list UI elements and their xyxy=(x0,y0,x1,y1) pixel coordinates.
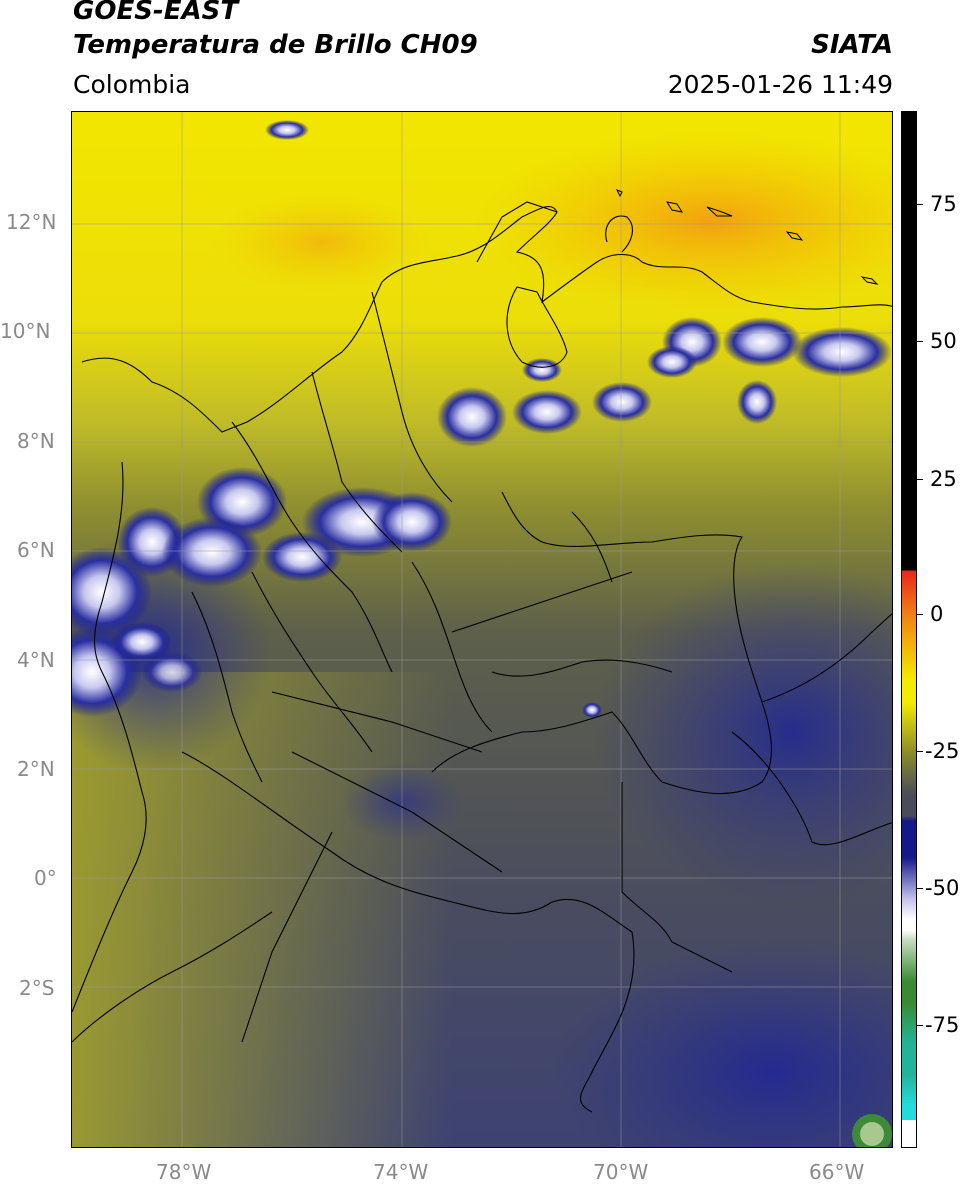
colorbar xyxy=(901,111,917,1148)
lat-label: 12°N xyxy=(6,210,57,234)
warm-region-north xyxy=(212,192,432,292)
warm-region-caribbean xyxy=(472,132,892,312)
graticule xyxy=(72,112,892,1147)
brightness-temperature-map xyxy=(72,112,892,1147)
lat-label: 2°S xyxy=(19,976,55,1000)
lon-label: 70°W xyxy=(593,1160,649,1184)
colorbar-label: 75 xyxy=(930,192,957,216)
convective-clouds xyxy=(72,120,892,1147)
colorbar-label: 25 xyxy=(930,467,957,491)
colorbar-label: 50 xyxy=(930,329,957,353)
lat-label: 8°N xyxy=(17,429,55,453)
coastlines-borders xyxy=(72,201,892,1113)
colorbar-label: -75 xyxy=(925,1013,960,1037)
islands xyxy=(615,189,879,285)
lon-label: 66°W xyxy=(809,1160,865,1184)
map-panel xyxy=(71,111,893,1148)
colorbar-label: -25 xyxy=(925,739,960,763)
lat-label: 2°N xyxy=(17,757,55,781)
source-label: SIATA xyxy=(811,30,893,60)
colorbar-label: -50 xyxy=(925,876,960,900)
lat-label: 10°N xyxy=(0,319,51,343)
lon-label: 74°W xyxy=(373,1160,429,1184)
lat-label: 6°N xyxy=(17,538,55,562)
cold-region-south xyxy=(552,942,892,1147)
satellite-title: GOES-EAST xyxy=(73,0,239,26)
lat-label: 4°N xyxy=(17,648,55,672)
product-title: Temperatura de Brillo CH09 xyxy=(73,30,478,60)
cold-region-east xyxy=(592,562,892,902)
datetime-label: 2025-01-26 11:49 xyxy=(667,70,893,99)
lat-label: 0° xyxy=(34,866,57,890)
lon-label: 78°W xyxy=(156,1160,212,1184)
colorbar-label: 0 xyxy=(930,602,944,626)
region-label: Colombia xyxy=(73,70,191,99)
